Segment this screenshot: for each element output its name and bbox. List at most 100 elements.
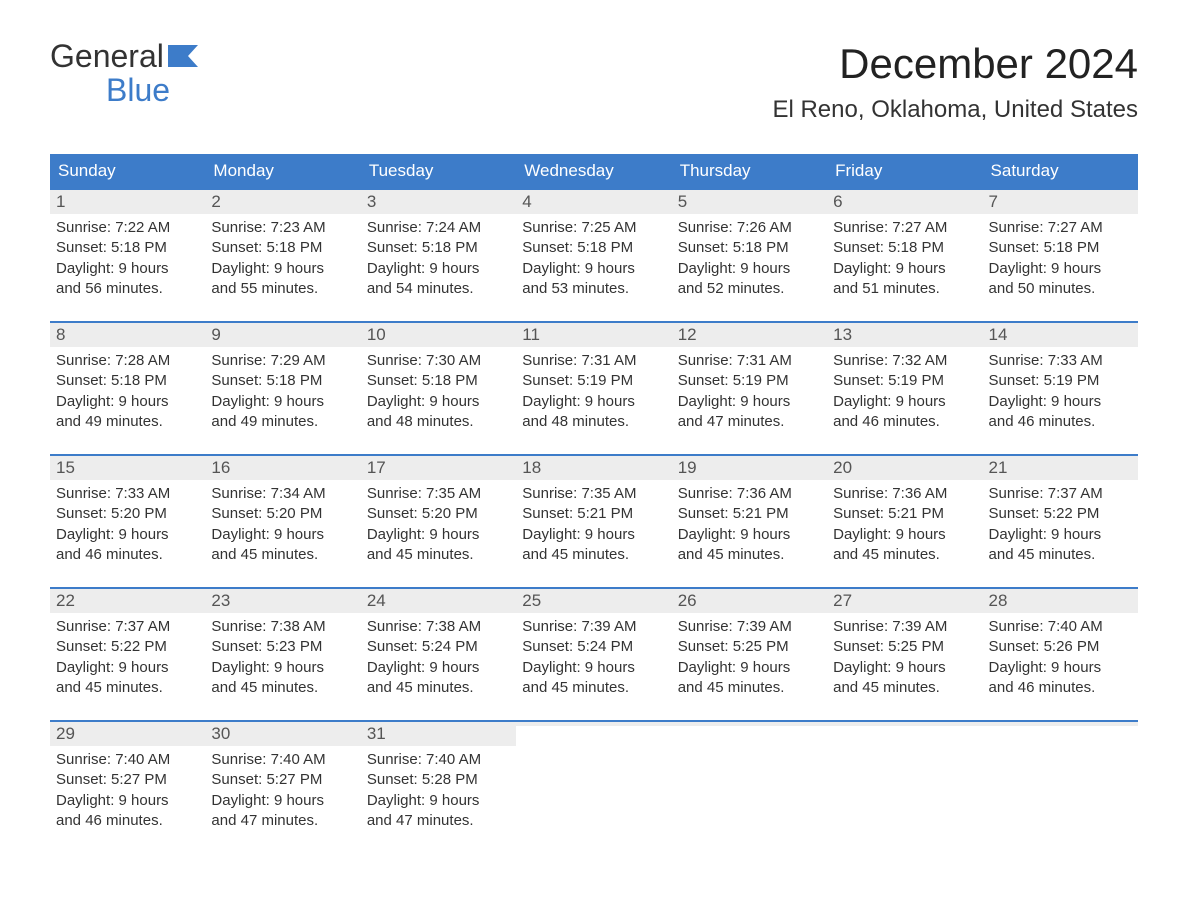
day-number-row: 17 [361, 456, 516, 480]
day-number-row: 6 [827, 190, 982, 214]
day-details: Sunrise: 7:34 AMSunset: 5:20 PMDaylight:… [205, 480, 360, 571]
day-number-row: 10 [361, 323, 516, 347]
daylight-line1: Daylight: 9 hours [522, 525, 665, 545]
day-number: 21 [983, 456, 1138, 480]
calendar-day: 20Sunrise: 7:36 AMSunset: 5:21 PMDayligh… [827, 456, 982, 571]
day-number-row [983, 722, 1138, 726]
day-number-row: 8 [50, 323, 205, 347]
daylight-line2: and 46 minutes. [56, 545, 199, 565]
calendar-day: 9Sunrise: 7:29 AMSunset: 5:18 PMDaylight… [205, 323, 360, 438]
day-number: 4 [516, 190, 671, 214]
day-details: Sunrise: 7:29 AMSunset: 5:18 PMDaylight:… [205, 347, 360, 438]
day-number: 22 [50, 589, 205, 613]
daylight-line1: Daylight: 9 hours [367, 259, 510, 279]
day-number-row [672, 722, 827, 726]
daylight-line1: Daylight: 9 hours [56, 658, 199, 678]
daylight-line2: and 45 minutes. [367, 678, 510, 698]
day-number: 10 [361, 323, 516, 347]
day-details: Sunrise: 7:37 AMSunset: 5:22 PMDaylight:… [983, 480, 1138, 571]
daylight-line1: Daylight: 9 hours [211, 259, 354, 279]
day-number-row: 25 [516, 589, 671, 613]
day-number: 27 [827, 589, 982, 613]
sunrise-text: Sunrise: 7:40 AM [989, 617, 1132, 637]
daylight-line1: Daylight: 9 hours [522, 392, 665, 412]
day-number: 12 [672, 323, 827, 347]
day-details: Sunrise: 7:35 AMSunset: 5:21 PMDaylight:… [516, 480, 671, 571]
calendar-day: 15Sunrise: 7:33 AMSunset: 5:20 PMDayligh… [50, 456, 205, 571]
day-details: Sunrise: 7:28 AMSunset: 5:18 PMDaylight:… [50, 347, 205, 438]
day-number: 9 [205, 323, 360, 347]
weekday-header: Wednesday [516, 154, 671, 188]
sunrise-text: Sunrise: 7:38 AM [211, 617, 354, 637]
day-number: 29 [50, 722, 205, 746]
weekday-header: Sunday [50, 154, 205, 188]
calendar-day: 27Sunrise: 7:39 AMSunset: 5:25 PMDayligh… [827, 589, 982, 704]
calendar-day: 17Sunrise: 7:35 AMSunset: 5:20 PMDayligh… [361, 456, 516, 571]
day-number: 30 [205, 722, 360, 746]
day-number-row: 5 [672, 190, 827, 214]
sunset-text: Sunset: 5:24 PM [367, 637, 510, 657]
day-details: Sunrise: 7:25 AMSunset: 5:18 PMDaylight:… [516, 214, 671, 305]
day-number: 3 [361, 190, 516, 214]
day-number: 18 [516, 456, 671, 480]
day-number: 11 [516, 323, 671, 347]
day-number-row: 28 [983, 589, 1138, 613]
daylight-line1: Daylight: 9 hours [522, 259, 665, 279]
sunset-text: Sunset: 5:18 PM [833, 238, 976, 258]
daylight-line2: and 45 minutes. [678, 545, 821, 565]
day-number-row: 23 [205, 589, 360, 613]
daylight-line2: and 54 minutes. [367, 279, 510, 299]
day-number-row: 29 [50, 722, 205, 746]
day-number: 1 [50, 190, 205, 214]
sunset-text: Sunset: 5:22 PM [56, 637, 199, 657]
day-number-row: 20 [827, 456, 982, 480]
day-details: Sunrise: 7:36 AMSunset: 5:21 PMDaylight:… [672, 480, 827, 571]
daylight-line1: Daylight: 9 hours [211, 525, 354, 545]
sunrise-text: Sunrise: 7:40 AM [367, 750, 510, 770]
daylight-line2: and 45 minutes. [989, 545, 1132, 565]
calendar-day: 18Sunrise: 7:35 AMSunset: 5:21 PMDayligh… [516, 456, 671, 571]
daylight-line2: and 45 minutes. [367, 545, 510, 565]
day-number-row: 2 [205, 190, 360, 214]
day-number: 31 [361, 722, 516, 746]
sunrise-text: Sunrise: 7:40 AM [56, 750, 199, 770]
day-details: Sunrise: 7:23 AMSunset: 5:18 PMDaylight:… [205, 214, 360, 305]
calendar-day: 16Sunrise: 7:34 AMSunset: 5:20 PMDayligh… [205, 456, 360, 571]
day-number-row: 26 [672, 589, 827, 613]
daylight-line2: and 49 minutes. [56, 412, 199, 432]
calendar-day: 5Sunrise: 7:26 AMSunset: 5:18 PMDaylight… [672, 190, 827, 305]
sunset-text: Sunset: 5:18 PM [522, 238, 665, 258]
daylight-line1: Daylight: 9 hours [833, 658, 976, 678]
day-number-row: 18 [516, 456, 671, 480]
calendar-week: 15Sunrise: 7:33 AMSunset: 5:20 PMDayligh… [50, 454, 1138, 571]
sunrise-text: Sunrise: 7:30 AM [367, 351, 510, 371]
daylight-line2: and 45 minutes. [833, 545, 976, 565]
day-details: Sunrise: 7:38 AMSunset: 5:23 PMDaylight:… [205, 613, 360, 704]
daylight-line2: and 46 minutes. [989, 678, 1132, 698]
daylight-line2: and 51 minutes. [833, 279, 976, 299]
sunrise-text: Sunrise: 7:26 AM [678, 218, 821, 238]
calendar-day: 25Sunrise: 7:39 AMSunset: 5:24 PMDayligh… [516, 589, 671, 704]
sunset-text: Sunset: 5:27 PM [56, 770, 199, 790]
day-details: Sunrise: 7:40 AMSunset: 5:27 PMDaylight:… [205, 746, 360, 837]
sunset-text: Sunset: 5:19 PM [522, 371, 665, 391]
daylight-line2: and 45 minutes. [678, 678, 821, 698]
daylight-line1: Daylight: 9 hours [367, 791, 510, 811]
sunset-text: Sunset: 5:19 PM [678, 371, 821, 391]
calendar-day [516, 722, 671, 837]
day-number: 25 [516, 589, 671, 613]
calendar-day: 26Sunrise: 7:39 AMSunset: 5:25 PMDayligh… [672, 589, 827, 704]
calendar-day: 31Sunrise: 7:40 AMSunset: 5:28 PMDayligh… [361, 722, 516, 837]
day-number: 16 [205, 456, 360, 480]
day-number-row: 13 [827, 323, 982, 347]
calendar-day: 12Sunrise: 7:31 AMSunset: 5:19 PMDayligh… [672, 323, 827, 438]
calendar-day: 7Sunrise: 7:27 AMSunset: 5:18 PMDaylight… [983, 190, 1138, 305]
day-number: 19 [672, 456, 827, 480]
day-number: 2 [205, 190, 360, 214]
daylight-line2: and 47 minutes. [678, 412, 821, 432]
calendar-day: 11Sunrise: 7:31 AMSunset: 5:19 PMDayligh… [516, 323, 671, 438]
sunset-text: Sunset: 5:18 PM [211, 238, 354, 258]
day-details: Sunrise: 7:22 AMSunset: 5:18 PMDaylight:… [50, 214, 205, 305]
logo-text-top: General [50, 40, 164, 74]
calendar-day: 28Sunrise: 7:40 AMSunset: 5:26 PMDayligh… [983, 589, 1138, 704]
